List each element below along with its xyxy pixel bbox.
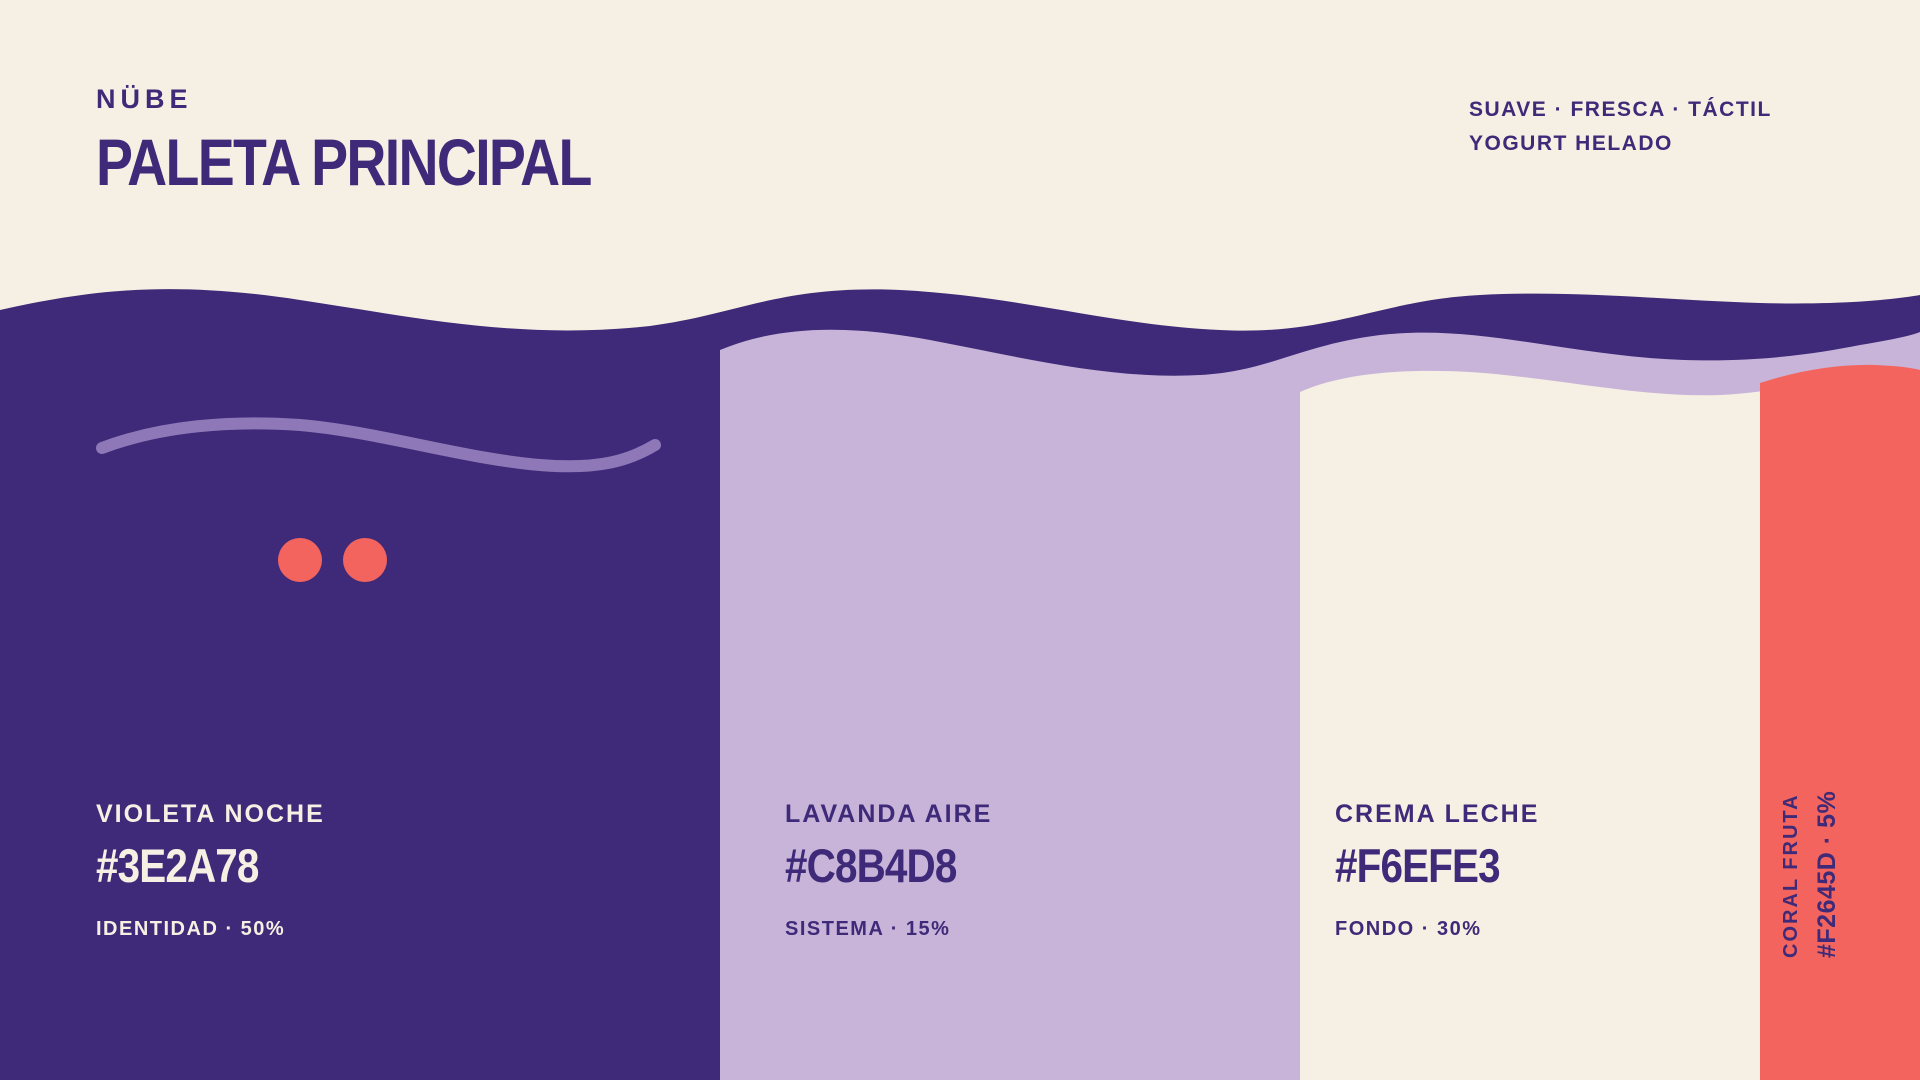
swoosh-decoration — [96, 417, 661, 473]
cream-wave-panel — [1300, 370, 1800, 1080]
swatch-coral-name: CORAL FRUTA — [1780, 793, 1802, 958]
swatch-violeta-role: IDENTIDAD · 50% — [96, 918, 286, 940]
subtagline: YOGURT HELADO — [1469, 132, 1673, 155]
swatch-violeta-name: VIOLETA NOCHE — [96, 800, 325, 828]
swatch-crema-role: FONDO · 30% — [1335, 918, 1482, 940]
brand-label: NÜBE — [96, 84, 193, 114]
page-title: PALETA PRINCIPAL — [96, 125, 592, 199]
swatch-violeta-hex: #3E2A78 — [96, 839, 259, 892]
swatch-lavanda-name: LAVANDA AIRE — [785, 800, 993, 828]
swatch-coral-share: 5% — [1813, 790, 1841, 828]
coral-dot-right — [343, 538, 387, 582]
swatch-coral-hex: #F2645D — [1813, 851, 1841, 958]
swatch-lavanda-hex: #C8B4D8 — [785, 839, 957, 892]
coral-dot-left — [278, 538, 322, 582]
swatch-coral-separator: · — [1813, 835, 1841, 845]
swatch-coral-hex-share: #F2645D · 5% — [1813, 791, 1842, 958]
swatch-crema-name: CREMA LECHE — [1335, 800, 1540, 828]
coral-wave-panel — [1760, 364, 1920, 1080]
swatch-crema-hex: #F6EFE3 — [1335, 839, 1501, 892]
swatch-lavanda-role: SISTEMA · 15% — [785, 918, 951, 940]
tagline: SUAVE · FRESCA · TÁCTIL — [1469, 98, 1772, 121]
